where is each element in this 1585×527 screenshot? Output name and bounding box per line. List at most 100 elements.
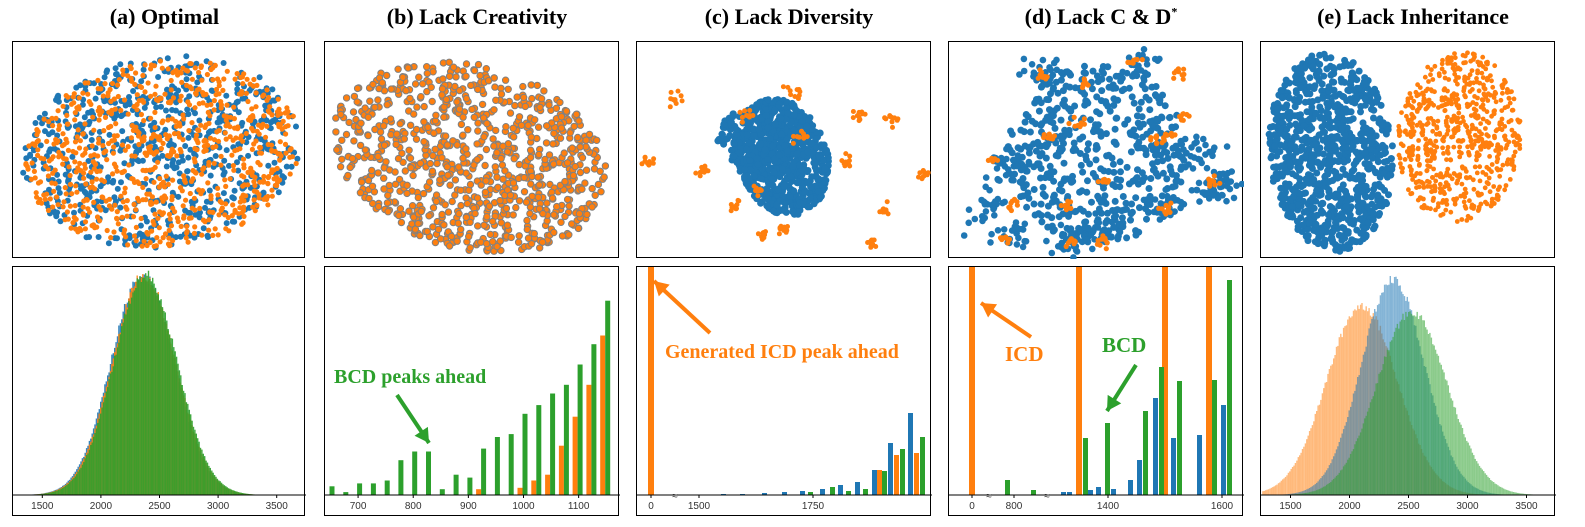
scatter-point-blue <box>1031 99 1039 107</box>
scatter-point-orange <box>396 120 404 128</box>
scatter-point-orange <box>72 159 78 165</box>
scatter-point-orange <box>180 137 186 143</box>
scatter-point-orange <box>432 111 440 120</box>
scatter-point-orange <box>1153 135 1159 141</box>
scatter-point-blue <box>54 171 61 178</box>
scatter-point-orange <box>364 113 372 122</box>
scatter-point-orange <box>576 143 584 151</box>
scatter-point-blue <box>1200 135 1207 143</box>
scatter-point-orange <box>451 191 459 199</box>
scatter-point-orange <box>557 218 565 227</box>
scatter-point-orange <box>491 83 499 91</box>
scatter-point-orange <box>124 198 130 204</box>
scatter-point-blue <box>1140 77 1148 84</box>
scatter-point-blue <box>1112 72 1120 80</box>
scatter-point-orange <box>47 196 53 202</box>
scatter-point-orange <box>188 178 195 184</box>
scatter-point-orange <box>252 208 258 214</box>
scatter-point-blue <box>1070 254 1077 259</box>
scatter-point-blue <box>1076 150 1084 157</box>
scatter-point-orange <box>245 98 251 105</box>
scatter-point-blue <box>1008 227 1016 234</box>
scatter-point-orange <box>420 118 428 126</box>
scatter-point-blue <box>1142 151 1150 159</box>
scatter-point-orange <box>535 150 543 159</box>
scatter-point-orange <box>431 238 440 247</box>
scatter-point-orange <box>218 102 224 108</box>
scatter-point-orange <box>165 181 171 187</box>
scatter-point-blue <box>735 139 743 147</box>
scatter-point-orange <box>445 242 454 250</box>
scatter-point-orange <box>1095 237 1101 244</box>
scatter-point-orange <box>785 84 791 90</box>
scatter-point-orange <box>442 132 450 140</box>
scatter-point-blue <box>1084 140 1092 148</box>
scatter-point-orange <box>240 220 246 226</box>
scatter-point-blue <box>1088 198 1095 206</box>
scatter-point-orange <box>100 143 106 149</box>
scatter-point-orange <box>134 92 140 98</box>
scatter-point-blue <box>1122 199 1130 207</box>
scatter-point-orange <box>1067 238 1073 244</box>
scatter-point-orange <box>470 113 479 122</box>
scatter-point-orange <box>1178 117 1185 123</box>
scatter-point-orange <box>29 160 35 166</box>
scatter-point-blue <box>260 189 267 196</box>
scatter-point-orange <box>457 186 465 195</box>
scatter-point-orange <box>35 147 41 153</box>
scatter-point-blue <box>221 157 228 164</box>
scatter-point-blue <box>69 153 76 160</box>
scatter-point-orange <box>453 98 461 106</box>
scatter-point-orange <box>556 98 564 107</box>
scatter-point-blue <box>1209 152 1216 160</box>
scatter-point-blue <box>763 185 771 192</box>
scatter-point-blue <box>1047 66 1055 74</box>
scatter-point-orange <box>1097 242 1103 248</box>
scatter-point-orange <box>97 218 103 224</box>
scatter-point-orange <box>289 154 295 160</box>
scatter-point-orange <box>83 146 89 152</box>
scatter-point-orange <box>126 162 132 168</box>
scatter-point-blue <box>1053 104 1061 112</box>
scatter-point-blue <box>1118 214 1126 222</box>
scatter-point-orange <box>215 185 221 191</box>
scatter-point-orange <box>570 122 578 131</box>
scatter-point-orange <box>113 121 119 127</box>
scatter-point-orange <box>44 191 50 197</box>
scatter-point-blue <box>1094 78 1102 86</box>
scatter-point-orange <box>212 226 218 232</box>
scatter-point-orange <box>174 153 180 159</box>
scatter-point-blue <box>92 95 99 102</box>
scatter-point-orange <box>200 217 206 223</box>
scatter-point-blue <box>1110 168 1118 176</box>
scatter-point-orange <box>168 77 174 84</box>
scatter-point-blue <box>275 189 282 196</box>
scatter-point-orange <box>25 166 31 172</box>
scatter-point-blue <box>1035 107 1043 115</box>
scatter-point-blue <box>1127 216 1134 224</box>
scatter-point-orange <box>82 161 88 167</box>
scatter-point-orange <box>230 202 236 208</box>
scatter-point-orange <box>526 153 535 162</box>
scatter-point-blue <box>197 209 203 216</box>
scatter-point-blue <box>271 159 278 166</box>
scatter-point-orange <box>443 163 451 171</box>
scatter-point-blue <box>777 115 785 123</box>
scatter-point-blue <box>757 131 765 138</box>
scatter-point-orange <box>1068 205 1074 211</box>
scatter-point-blue <box>808 173 816 181</box>
scatter-point-blue <box>1089 245 1096 253</box>
scatter-point-orange <box>538 238 547 246</box>
title-d-main: (d) Lack C & D <box>1024 4 1172 29</box>
scatter-point-blue <box>1171 208 1178 215</box>
scatter-point-orange <box>175 72 181 78</box>
scatter-point-orange <box>165 66 171 72</box>
scatter-point-orange <box>1006 204 1012 210</box>
scatter-point-blue <box>118 179 124 186</box>
scatter-point-blue <box>258 136 265 143</box>
scatter-point-orange <box>137 83 143 90</box>
scatter-point-blue <box>1013 241 1021 248</box>
scatter-point-orange <box>383 199 392 207</box>
scatter-point-orange <box>453 237 461 245</box>
scatter-point-orange <box>227 176 233 182</box>
